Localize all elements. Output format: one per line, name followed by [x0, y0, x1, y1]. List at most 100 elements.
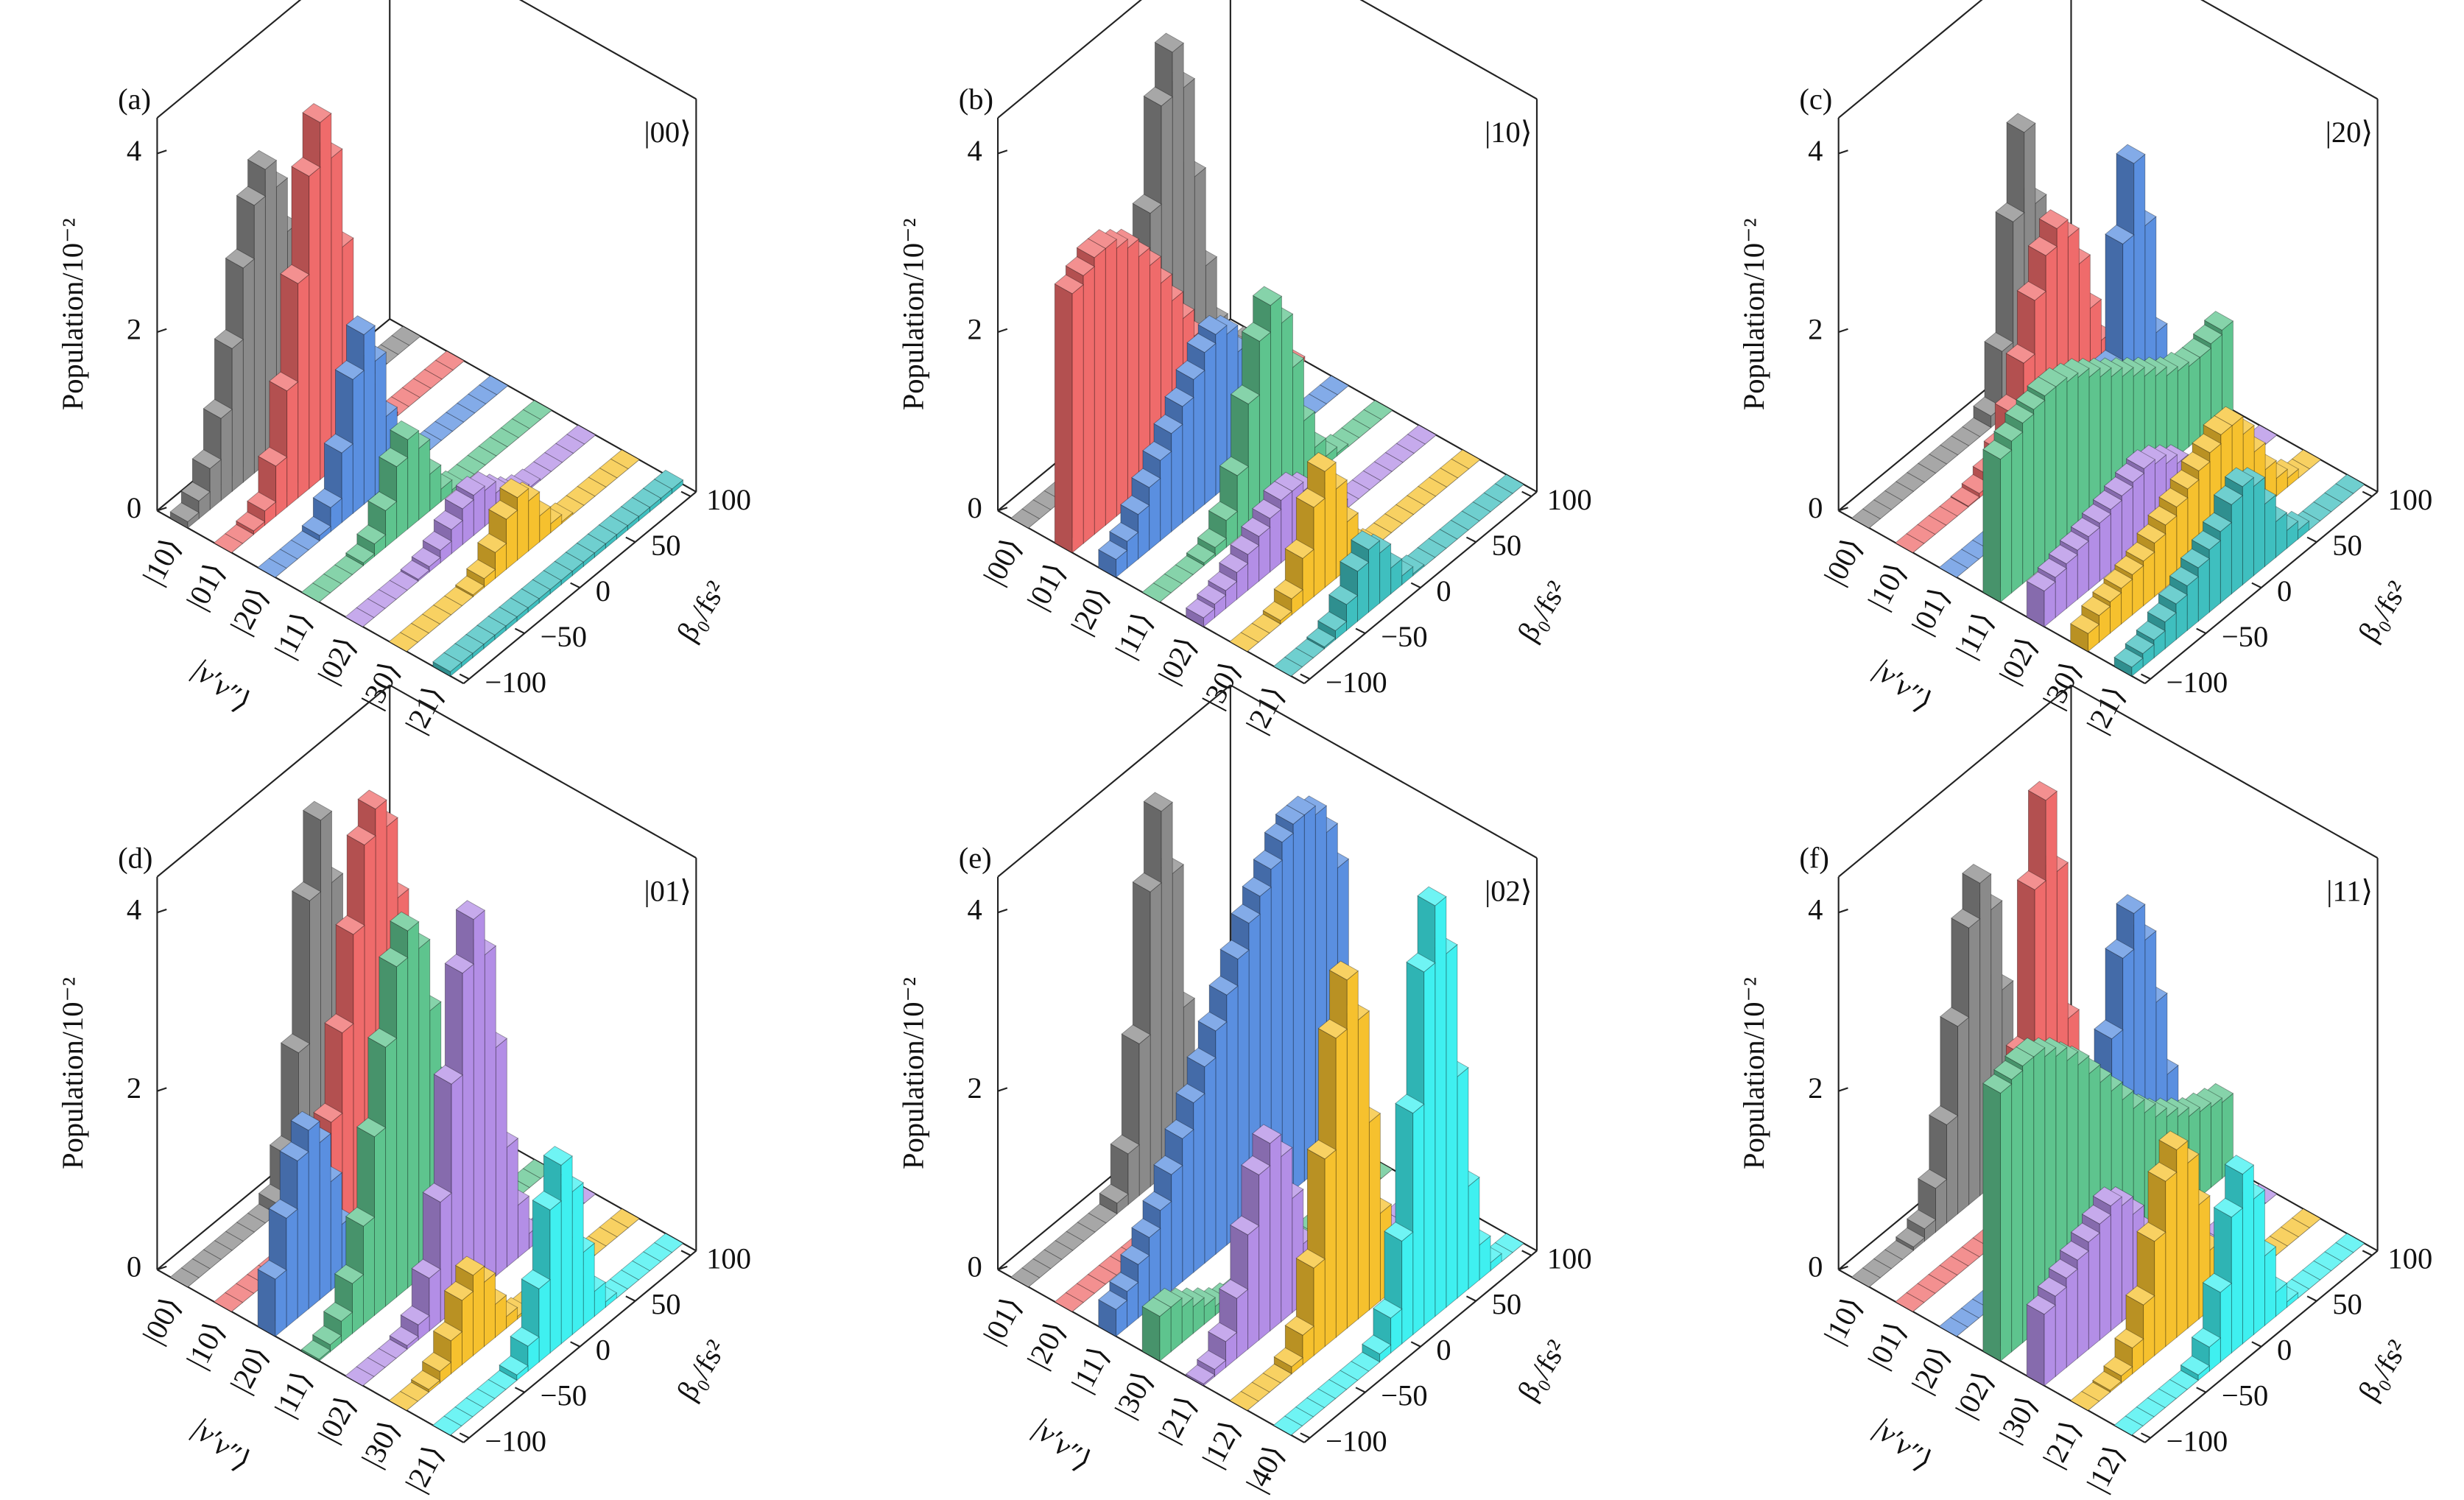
- panel: 024−100−50050100|01⟩|20⟩|11⟩|30⟩|21⟩|12⟩…: [896, 684, 1592, 1497]
- bar-top: [388, 632, 419, 652]
- bar-top: [2092, 490, 2123, 510]
- x-tick-label: 0: [1436, 574, 1451, 608]
- bar-front: [220, 408, 233, 501]
- z-tick-label: 0: [127, 1250, 141, 1283]
- bar: [489, 427, 519, 448]
- bar-front: [2188, 356, 2200, 448]
- bar-top: [510, 1326, 540, 1347]
- bar-front: [1946, 1115, 1959, 1224]
- bar: [1010, 508, 1041, 529]
- bar-front: [517, 1195, 529, 1259]
- bar-top: [454, 1256, 485, 1276]
- bar-top: [1197, 314, 1228, 335]
- category-axis-label: |ν′ν″⟩: [187, 653, 258, 719]
- bar-front: [1193, 370, 1205, 515]
- bar-top: [323, 1302, 353, 1322]
- z-tick: [1838, 507, 1848, 512]
- bar-top: [214, 329, 244, 349]
- bar: [1982, 1074, 2013, 1362]
- bar-front: [1292, 814, 1305, 1191]
- bar-front: [1204, 1057, 1217, 1264]
- state-label: |01⟩: [644, 874, 691, 907]
- bar-top: [455, 476, 485, 496]
- bar-front: [2165, 1171, 2178, 1348]
- x-axis-label: β₀/fs²: [670, 575, 732, 647]
- z-tick: [997, 149, 1008, 155]
- box-edge: [997, 684, 1231, 878]
- x-tick-label: 0: [596, 574, 610, 608]
- bar-front: [1968, 918, 1981, 1205]
- bar: [301, 515, 331, 542]
- bar: [247, 491, 277, 527]
- bar-top: [257, 1259, 287, 1280]
- bar-front: [1446, 943, 1458, 1309]
- bar-top: [1328, 585, 1359, 605]
- category-label: |01⟩: [1862, 1317, 1913, 1374]
- bar: [345, 1366, 375, 1387]
- z-tick: [997, 1265, 1008, 1271]
- x-tick: [570, 582, 580, 589]
- bar-top: [323, 433, 353, 454]
- z-axis-label: Population/10⁻²: [896, 218, 929, 410]
- z-tick-label: 4: [1808, 134, 1823, 167]
- x-tick: [1465, 536, 1476, 543]
- panel-label: (a): [118, 82, 151, 116]
- bar-top: [1241, 322, 1272, 342]
- bar-top: [2114, 555, 2144, 576]
- bar: [432, 1415, 462, 1436]
- z-axis-label: Population/10⁻²: [56, 218, 89, 410]
- z-tick-label: 4: [127, 892, 141, 926]
- bar: [1851, 508, 1882, 529]
- bar-top: [2116, 144, 2146, 164]
- bar-top: [1284, 539, 1314, 559]
- bar-front: [1435, 895, 1447, 1317]
- bar-front: [2000, 449, 2013, 603]
- bar-top: [1373, 513, 1404, 534]
- bar-front: [1412, 1103, 1425, 1336]
- category-label: |21⟩: [2080, 681, 2132, 739]
- bar-top: [1993, 421, 2024, 442]
- bar-top: [191, 449, 222, 469]
- x-tick-label: 100: [1547, 483, 1592, 516]
- bar-top: [2224, 467, 2255, 487]
- bar-top: [1895, 533, 1925, 554]
- bar: [1110, 1134, 1140, 1205]
- box-edge: [156, 684, 390, 878]
- bar-top: [1252, 286, 1283, 306]
- bar: [169, 1267, 200, 1288]
- bar-front: [2011, 431, 2024, 594]
- x-tick-label: −100: [1326, 666, 1387, 699]
- x-axis-label: β₀/fs²: [2351, 575, 2413, 647]
- bar-top: [1917, 454, 1948, 474]
- bar-top: [577, 476, 607, 497]
- x-axis-label: β₀/fs²: [1511, 575, 1573, 647]
- x-tick-label: −50: [541, 620, 587, 653]
- x-tick-label: 50: [2332, 1288, 2362, 1321]
- bar: [2113, 647, 2144, 677]
- z-tick-label: 4: [127, 134, 141, 167]
- bar-top: [566, 424, 596, 445]
- bar-front: [1182, 396, 1194, 524]
- bar: [311, 1325, 342, 1353]
- bar-top: [499, 478, 529, 499]
- bar-side: [1054, 283, 1073, 554]
- bar-top: [2069, 614, 2100, 634]
- bar-front: [1127, 1144, 1140, 1205]
- z-tick: [997, 328, 1008, 334]
- bar-top: [1098, 540, 1128, 560]
- bar-top: [345, 315, 376, 336]
- bar-top: [258, 446, 288, 467]
- bar-front: [1270, 508, 1282, 573]
- z-tick: [997, 507, 1008, 512]
- bar-front: [2253, 1189, 2265, 1336]
- bar: [1273, 579, 1303, 616]
- bar-front: [2099, 1214, 2111, 1341]
- bar-top: [1341, 418, 1371, 438]
- z-axis-label: Population/10⁻²: [56, 977, 89, 1169]
- bar: [300, 582, 331, 603]
- bar-top: [412, 369, 443, 389]
- category-label: |20⟩: [1065, 582, 1116, 639]
- bar-top: [1219, 553, 1249, 574]
- bar-front: [2110, 1196, 2122, 1332]
- bar-top: [236, 511, 266, 532]
